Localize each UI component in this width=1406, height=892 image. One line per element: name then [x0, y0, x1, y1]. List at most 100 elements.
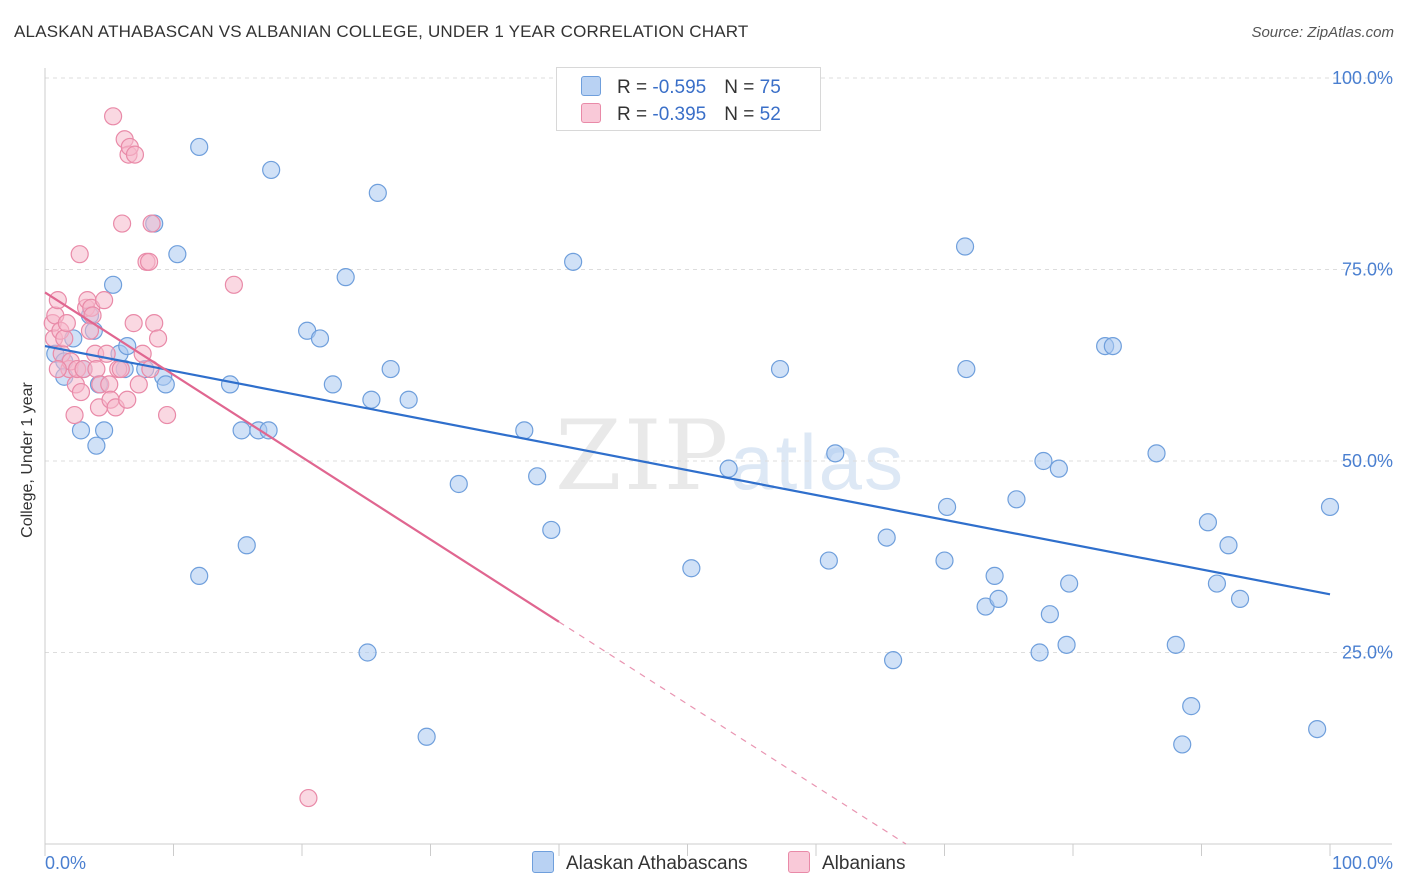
athabascan-point [826, 444, 845, 463]
pink-swatch-icon [581, 103, 601, 123]
athabascan-point [449, 474, 468, 494]
athabascan-point [156, 375, 175, 394]
albanian-point [65, 405, 84, 425]
athabascan-point [1007, 490, 1026, 509]
albanian-point [157, 405, 177, 425]
albanian-point [48, 359, 67, 379]
albanian-point [71, 382, 91, 402]
athabascan-point [1230, 589, 1250, 608]
athabascan-point [1166, 635, 1185, 654]
albanian-point [83, 306, 102, 325]
albanian-point [70, 245, 89, 264]
athabascan-point [1147, 444, 1166, 463]
athabascan-point [1103, 337, 1122, 356]
athabascan-point [564, 252, 583, 271]
athabascan-point [168, 245, 187, 264]
athabascan-point [417, 727, 436, 746]
albanian-point [299, 788, 318, 808]
athabascan-point [937, 497, 957, 517]
albanian-point [112, 214, 132, 233]
albanian-point [87, 359, 106, 379]
athabascan-point [362, 390, 381, 409]
athabascan-point [1040, 605, 1059, 624]
athabascan-point [1219, 536, 1238, 555]
athabascan-point [237, 536, 256, 555]
legend-row-albanian: R = -0.395 N = 52 [581, 103, 781, 127]
athabascan-point [381, 359, 400, 379]
athabascan-point [1198, 513, 1218, 532]
albanian-point [148, 329, 168, 348]
athabascan-point [528, 467, 547, 486]
y-tick-label: 50.0% [1342, 451, 1393, 471]
athabascan-point [935, 551, 954, 570]
albanian-point [142, 214, 161, 233]
series-name: Albanians [822, 853, 906, 874]
albanian-point [129, 375, 148, 394]
legend-n-label: N = [724, 77, 760, 98]
athabascan-point [399, 390, 418, 409]
athabascan-point [877, 528, 896, 547]
athabascan-point [819, 551, 838, 570]
legend-row-athabascan: R = -0.595 N = 75 [581, 76, 781, 100]
albanian-point [100, 375, 119, 394]
athabascan-point [957, 359, 976, 379]
athabascan-point [336, 268, 355, 287]
blue-swatch-icon [581, 76, 601, 96]
legend-n-value: 52 [759, 104, 781, 125]
bottom-legend-athabascans: Alaskan Athabascans [532, 851, 748, 875]
athabascan-point [368, 183, 387, 202]
athabascan-point [95, 421, 114, 440]
watermark-zip: ZIP [555, 400, 731, 512]
albanian-point [118, 390, 137, 409]
athabascan-point [989, 589, 1008, 608]
athabascan-point [1182, 697, 1201, 716]
athabascan-point [1030, 643, 1049, 662]
albanian-trend-line [44, 291, 560, 623]
albanian-point [124, 314, 143, 333]
legend-n-label: N = [724, 104, 760, 125]
chart-title: ALASKAN ATHABASCAN VS ALBANIAN COLLEGE, … [14, 22, 749, 41]
legend-r-value: -0.395 [652, 104, 707, 125]
albanian-point [95, 291, 114, 310]
x-tick-label: 0.0% [45, 853, 86, 873]
athabascan-point [71, 421, 91, 440]
y-tick-label: 100.0% [1332, 68, 1393, 88]
albanian-point [125, 145, 145, 164]
athabascan-point [190, 137, 209, 157]
athabascan-point [232, 421, 251, 440]
albanian-point [139, 252, 159, 271]
y-tick-label: 75.0% [1342, 260, 1393, 280]
athabascan-point [323, 375, 342, 394]
albanian-point [111, 359, 130, 379]
athabascan-point [220, 375, 240, 394]
athabascan-point [1308, 719, 1327, 739]
athabascan-point [883, 651, 903, 670]
athabascan-point [955, 237, 975, 256]
athabascan-point [262, 160, 281, 180]
athabascan-point [1057, 635, 1076, 654]
athabascan-point [542, 520, 561, 540]
athabascan-point [1060, 574, 1079, 593]
athabascan-point [1207, 574, 1227, 593]
albanian-point [224, 275, 243, 294]
albanian-point [57, 314, 76, 333]
athabascan-trend-line [44, 345, 1331, 596]
watermark-atlas: atlas [730, 418, 905, 506]
athabascan-point [1320, 497, 1340, 517]
bottom-legend-albanians: Albanians [788, 851, 905, 875]
athabascan-point [719, 459, 738, 478]
athabascan-point [310, 329, 330, 348]
athabascan-point [682, 559, 701, 578]
watermark: ZIPatlas [555, 400, 905, 512]
albanian-point [55, 329, 74, 348]
y-tick-label: 25.0% [1342, 643, 1393, 663]
athabascan-point [358, 643, 377, 662]
legend-n-value: 75 [759, 77, 781, 98]
pink-swatch-icon [788, 851, 810, 873]
legend-r-value: -0.595 [652, 77, 707, 98]
albanian-point [145, 314, 164, 333]
legend-r-label: R = [617, 77, 653, 98]
athabascan-point [985, 566, 1004, 586]
source-label: Source: ZipAtlas.com [1251, 24, 1394, 41]
